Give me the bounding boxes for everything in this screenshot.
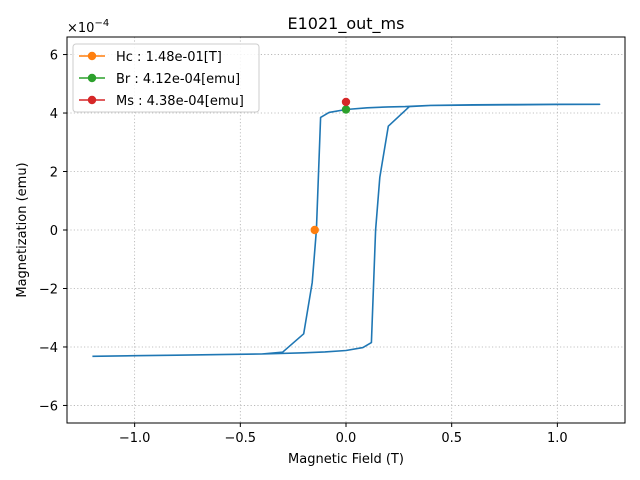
series-line-0 bbox=[92, 103, 601, 358]
legend-label-1: Br : 4.12e-04[emu] bbox=[116, 72, 240, 87]
legend-label-2: Ms : 4.38e-04[emu] bbox=[116, 94, 244, 109]
ticks: −1.0 −0.5 0.0 0.5 1.0 −6 −4 −2 0 2 4 6 bbox=[39, 49, 568, 446]
legend-marker-0 bbox=[87, 51, 97, 61]
y-tick-label: 2 bbox=[50, 166, 58, 181]
x-tick-label: 1.0 bbox=[547, 431, 568, 446]
chart-title: E1021_out_ms bbox=[288, 14, 405, 34]
marker-point-0 bbox=[310, 225, 319, 235]
y-tick-label: 6 bbox=[50, 49, 58, 64]
x-tick-label: 0.0 bbox=[336, 431, 357, 446]
marker-point-2 bbox=[341, 97, 351, 107]
grid bbox=[67, 37, 625, 423]
legend-marker-1 bbox=[87, 73, 97, 83]
x-tick-label: −1.0 bbox=[119, 431, 151, 446]
y-tick-label: −4 bbox=[39, 341, 58, 356]
marker-point-1 bbox=[341, 105, 351, 114]
y-tick-label: 4 bbox=[50, 107, 58, 122]
legend-marker-2 bbox=[87, 95, 97, 105]
x-tick-label: −0.5 bbox=[225, 431, 257, 446]
y-tick-label: 0 bbox=[50, 224, 58, 239]
x-axis-label: Magnetic Field (T) bbox=[288, 452, 404, 467]
y-tick-label: −2 bbox=[39, 282, 58, 297]
legend: Hc : 1.48e-01[T] Br : 4.12e-04[emu] Ms : 4… bbox=[72, 43, 260, 113]
legend-label-0: Hc : 1.48e-01[T] bbox=[116, 50, 222, 65]
y-axis-offset-label: ×10−4 bbox=[67, 18, 109, 36]
x-tick-label: 0.5 bbox=[441, 431, 462, 446]
plot-data bbox=[92, 97, 601, 358]
y-axis-label: Magnetization (emu) bbox=[15, 162, 30, 297]
y-tick-label: −6 bbox=[39, 399, 58, 414]
legend-box bbox=[72, 43, 260, 113]
